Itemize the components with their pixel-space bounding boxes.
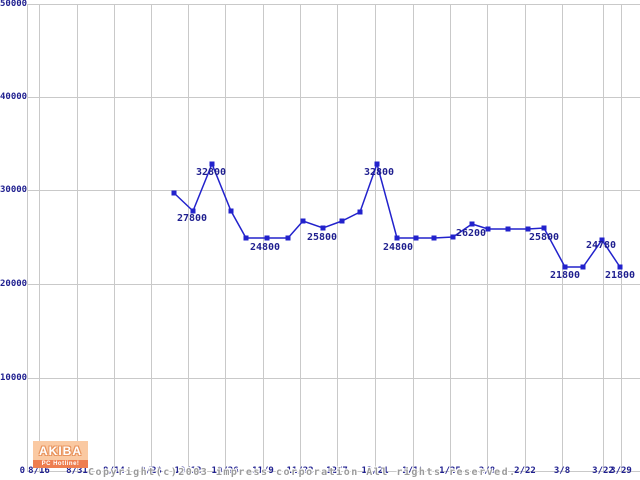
data-point-value-label: 25800 — [306, 232, 338, 243]
x-axis-tick-label: 9/14 — [103, 466, 125, 476]
data-point-marker — [209, 161, 215, 167]
y-axis-tick-label: 30000 — [0, 185, 28, 195]
x-axis-tick-label: 8/31 — [66, 466, 88, 476]
data-point-marker — [357, 209, 363, 215]
akiba-pc-hotline-logo: AKIBA PC Hotline! — [33, 441, 88, 468]
data-point-marker — [469, 221, 475, 227]
data-point-marker — [300, 218, 306, 224]
y-axis-tick-label: 50000 — [0, 0, 28, 9]
x-axis-tick-label: 10/26 — [211, 466, 239, 476]
data-point-marker — [580, 264, 586, 270]
y-axis-tick-label: 0 — [19, 466, 25, 476]
x-axis-tick-label: 11/9 — [252, 466, 274, 476]
data-point-marker — [450, 234, 456, 240]
x-axis-tick-label: 1/11 — [402, 466, 424, 476]
logo-subtitle: PC Hotline! — [33, 460, 88, 468]
data-point-value-label: 24800 — [249, 242, 281, 253]
x-axis-tick-label: 2/8 — [478, 466, 496, 476]
data-point-marker — [505, 226, 511, 232]
y-axis-tick-label: 40000 — [0, 92, 28, 102]
data-point-marker — [171, 190, 177, 196]
data-point-value-label: 21800 — [549, 270, 581, 281]
data-point-marker — [320, 225, 326, 231]
data-point-marker — [394, 235, 400, 241]
data-point-value-label: 27800 — [176, 213, 208, 224]
data-point-marker — [190, 208, 196, 214]
x-axis-tick-label: 3/22 — [592, 466, 614, 476]
data-point-value-label: 32800 — [195, 167, 227, 178]
data-point-marker — [485, 226, 491, 232]
x-axis-tick-label: 3/8 — [553, 466, 571, 476]
data-point-value-label: 25800 — [528, 232, 560, 243]
data-point-marker — [228, 208, 234, 214]
data-point-marker — [374, 161, 380, 167]
data-point-marker — [264, 235, 270, 241]
data-point-marker — [431, 235, 437, 241]
data-point-marker — [525, 226, 531, 232]
x-axis-tick-label: 11/22 — [286, 466, 314, 476]
data-point-marker — [339, 218, 345, 224]
data-point-marker — [599, 237, 605, 243]
x-axis-tick-label: 12/7 — [326, 466, 348, 476]
x-axis-tick-label: 8/16 — [28, 466, 50, 476]
data-point-value-label: 21800 — [604, 270, 636, 281]
x-axis-tick-label: 1/25 — [439, 466, 461, 476]
data-point-value-label: 26200 — [455, 228, 487, 239]
data-point-value-label: 24780 — [585, 240, 617, 251]
data-point-value-label: 32800 — [363, 167, 395, 178]
data-point-marker — [562, 264, 568, 270]
x-axis-tick-label: 2/22 — [514, 466, 536, 476]
x-axis-tick-label: 9/28 — [140, 466, 162, 476]
data-point-marker — [243, 235, 249, 241]
y-axis-tick-label: 10000 — [0, 373, 28, 383]
logo-title: AKIBA — [39, 443, 82, 458]
y-axis-tick-label: 20000 — [0, 279, 28, 289]
copyright-line: Copyright(c)2003 impress corporation All… — [88, 467, 517, 478]
data-point-marker — [541, 225, 547, 231]
data-point-marker — [413, 235, 419, 241]
data-point-marker — [617, 264, 623, 270]
x-axis-tick-label: 10/12 — [174, 466, 202, 476]
data-point-value-label: 24800 — [382, 242, 414, 253]
x-axis-tick-label: 12/21 — [361, 466, 389, 476]
data-point-marker — [285, 235, 291, 241]
x-axis-tick-label: 3/29 — [610, 466, 632, 476]
copyright-watermark: Copyright(c)2003 impress corporation All… — [88, 443, 517, 480]
